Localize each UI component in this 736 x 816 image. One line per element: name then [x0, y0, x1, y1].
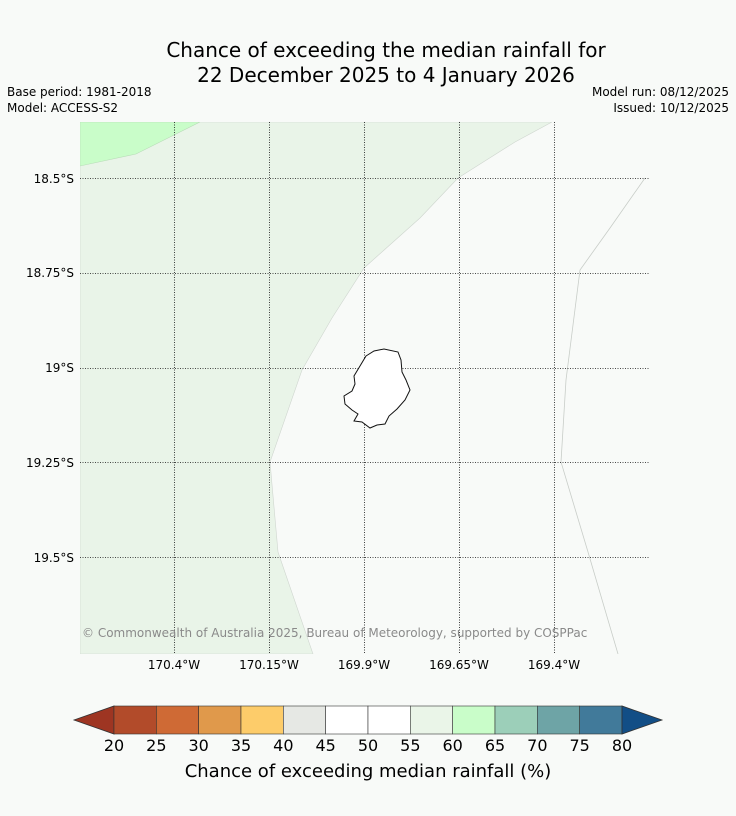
colorbar-tick-label: 45: [315, 736, 336, 755]
colorbar-under-arrow: [72, 705, 115, 735]
model-text: Model: ACCESS-S2: [7, 101, 119, 115]
lat-label-19-5s: 19.5°S: [33, 551, 74, 565]
colorbar-segment: [367, 705, 411, 735]
colorbar-tick-label: 65: [484, 736, 506, 755]
model-run-text: Model run: 08/12/2025: [591, 85, 729, 99]
colorbar-tick-label: 20: [103, 736, 125, 755]
meta-right: Model run: 08/12/2025 Issued: 10/12/2025: [592, 84, 729, 116]
probability-region-55-60: [80, 122, 553, 654]
title-line-2: 22 December 2025 to 4 January 2026: [197, 63, 575, 87]
colorbar-tick-label: 75: [569, 736, 590, 755]
colorbar-tick-label: 60: [442, 736, 463, 755]
meta-left: Base period: 1981-2018 Model: ACCESS-S2: [7, 84, 152, 116]
title-line-1: Chance of exceeding the median rainfall …: [166, 38, 606, 62]
lat-label-19s: 19°S: [45, 361, 74, 375]
colorbar-segment: [240, 705, 284, 735]
latitude-gridlines: [80, 178, 650, 558]
lat-label-19-25s: 19.25°S: [26, 456, 74, 470]
colorbar-tick-label: 80: [611, 736, 633, 755]
colorbar-tick-label: 70: [527, 736, 548, 755]
colorbar-segment: [410, 705, 453, 735]
contour-line-east: [560, 177, 646, 654]
colorbar-tick-label: 30: [188, 736, 209, 755]
lon-label-170-15w: 170.15°W: [239, 658, 299, 672]
lat-label-18-5s: 18.5°S: [33, 172, 74, 186]
colorbar-segment: [198, 705, 242, 735]
colorbar-segment: [283, 705, 326, 735]
lon-label-169-4w: 169.4°W: [527, 658, 581, 672]
lon-label-170-4w: 170.4°W: [147, 658, 201, 672]
issued-text: Issued: 10/12/2025: [613, 101, 729, 115]
colorbar-title: Chance of exceeding median rainfall (%): [184, 761, 552, 782]
colorbar-segment: [113, 705, 157, 735]
niue-island-outline: [343, 348, 411, 429]
colorbar-tick-label: 50: [357, 736, 379, 755]
chart-title: Chance of exceeding the median rainfall …: [0, 38, 736, 88]
base-period-text: Base period: 1981-2018: [7, 85, 152, 99]
colorbar-segment: [494, 705, 538, 735]
colorbar-over-arrow: [621, 705, 664, 735]
colorbar-segment: [156, 705, 199, 735]
colorbar-segment: [579, 705, 623, 735]
colorbar-segment: [452, 705, 496, 735]
colorbar-tick-label: 35: [230, 736, 252, 755]
colorbar-segment: [537, 705, 580, 735]
probability-region-60-65: [80, 122, 201, 167]
lat-label-18-75s: 18.75°S: [26, 266, 74, 280]
copyright-notice: © Commonwealth of Australia 2025, Bureau…: [82, 626, 588, 640]
colorbar-tick-label: 25: [146, 736, 167, 755]
colorbar-segment: [325, 705, 369, 735]
lon-label-169-65w: 169.65°W: [429, 658, 489, 672]
colorbar-tick-label: 40: [273, 736, 294, 755]
colorbar-tick-label: 55: [400, 736, 421, 755]
lon-label-169-9w: 169.9°W: [337, 658, 391, 672]
